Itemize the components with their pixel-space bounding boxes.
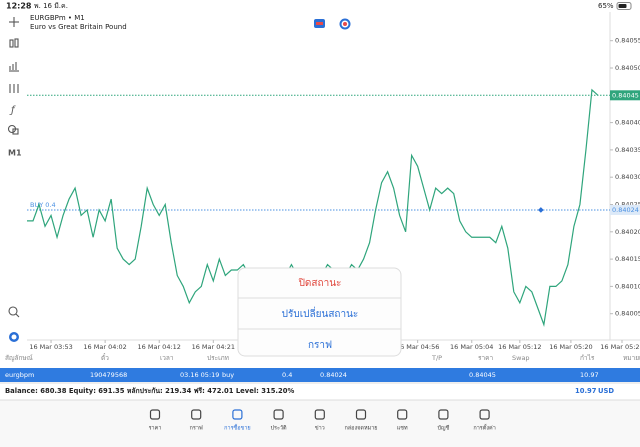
table-header: กำไร bbox=[580, 354, 595, 362]
timeframe-button[interactable]: M1 bbox=[8, 149, 22, 158]
settings-tool[interactable] bbox=[9, 84, 19, 93]
search-tool[interactable] bbox=[8, 306, 20, 318]
function-tool[interactable]: ƒ bbox=[9, 105, 16, 116]
x-tick-label: 16 Mar 05:20 bbox=[549, 343, 592, 351]
popup-box bbox=[237, 267, 402, 357]
tab-icon bbox=[149, 409, 161, 420]
tab-bar: ราคา กราฟ การซื้อขาย ประวัติ ข่าว กล่องจดหมาย… bbox=[149, 409, 496, 432]
app-icon[interactable] bbox=[9, 332, 19, 342]
table-header: สัญลักษณ์ bbox=[5, 354, 33, 362]
tab-icon bbox=[314, 409, 325, 420]
tab-label[interactable]: กล่องจดหมาย bbox=[344, 426, 377, 432]
y-tick-label: 0.84025 bbox=[615, 201, 640, 209]
battery-level bbox=[618, 4, 627, 8]
chart-buttons bbox=[314, 18, 351, 30]
tab-label[interactable]: บัญชี bbox=[437, 425, 449, 432]
objects-tool[interactable] bbox=[7, 124, 19, 135]
chart-subtitle: Euro vs Great Britain Pound bbox=[30, 23, 127, 31]
x-tick-label: 16 Mar 05:04 bbox=[450, 343, 493, 351]
position-price-tag bbox=[610, 204, 640, 215]
tab-label[interactable]: ประวัติ bbox=[271, 425, 287, 432]
crosshair-tool[interactable] bbox=[9, 17, 19, 27]
y-tick-label: 0.84035 bbox=[615, 146, 640, 154]
tab-bar-bg bbox=[0, 400, 640, 447]
x-tick-label: 16 Mar 04:21 bbox=[192, 343, 235, 351]
popup-item[interactable]: ปรับเปลี่ยนสถานะ bbox=[282, 306, 359, 320]
x-tick-label: 16 Mar 04:02 bbox=[83, 343, 126, 351]
current-price-tag bbox=[610, 90, 640, 101]
left-toolbar: ƒ M1 bbox=[7, 17, 22, 342]
tab-label[interactable]: ข่าว bbox=[315, 426, 325, 432]
x-tick-label: 16 Mar 05:28 bbox=[600, 343, 640, 351]
y-tick-label: 0.84005 bbox=[615, 310, 640, 318]
x-tick-label: 16 Mar 04:56 bbox=[396, 343, 439, 351]
x-tick-label: 16 Mar 03:53 bbox=[29, 343, 72, 351]
table-cell: buy bbox=[222, 371, 234, 379]
y-tick-label: 0.84010 bbox=[615, 282, 640, 290]
current-price-label: 0.84045 bbox=[612, 91, 639, 99]
tab-label[interactable]: กราฟ bbox=[190, 425, 203, 432]
table-header-bg bbox=[0, 350, 640, 366]
table-cell: 0.84045 bbox=[469, 371, 496, 379]
chart-title: EURGBPm • M1 bbox=[30, 14, 85, 22]
status-time: 12:28 bbox=[6, 2, 32, 11]
table-cell: eurgbpm bbox=[5, 371, 34, 379]
chart-type-tool[interactable] bbox=[9, 62, 19, 72]
y-tick-label: 0.84015 bbox=[615, 255, 640, 263]
y-tick-label: 0.84030 bbox=[615, 173, 640, 181]
tab-label[interactable]: การตั้งค่า bbox=[473, 424, 495, 432]
y-tick-label: 0.84055 bbox=[615, 37, 640, 45]
y-tick-label: 0.84020 bbox=[615, 228, 640, 236]
account-profit: 10.97 bbox=[575, 387, 597, 395]
account-currency: USD bbox=[598, 387, 614, 395]
position-price-label: 0.84024 bbox=[612, 206, 639, 214]
sync-button[interactable] bbox=[339, 18, 351, 30]
sync-button-icon bbox=[343, 22, 347, 26]
chart-plot: 0.840050.840100.840150.840200.840250.840… bbox=[27, 37, 640, 351]
table-header: ประเภท bbox=[207, 354, 229, 362]
table-cell: 190479568 bbox=[90, 371, 127, 379]
x-tick-label: 16 Mar 05:12 bbox=[498, 343, 541, 351]
trade-button-icon bbox=[316, 22, 323, 25]
x-tick-label: 16 Mar 04:12 bbox=[138, 343, 181, 351]
tab-icon bbox=[273, 409, 284, 420]
tab-icon bbox=[355, 409, 367, 420]
table-cell: 03.16 05:19 bbox=[180, 371, 219, 379]
account-summary: Balance: 680.38 Equity: 691.35 หลักประกั… bbox=[5, 387, 294, 395]
tab-label[interactable]: แชท bbox=[397, 425, 408, 432]
tab-icon bbox=[397, 409, 408, 420]
tab-icon bbox=[232, 409, 243, 420]
table-cell: 0.4 bbox=[282, 371, 292, 379]
table-row-bg[interactable] bbox=[0, 368, 640, 382]
table-header: ราคา bbox=[478, 354, 493, 362]
tab-label[interactable]: ราคา bbox=[149, 426, 162, 432]
battery-icon bbox=[616, 2, 632, 10]
tab-label[interactable]: การซื้อขาย bbox=[224, 424, 250, 432]
status-date: พ. 16 มี.ค. bbox=[34, 2, 68, 10]
y-tick-label: 0.84050 bbox=[615, 64, 640, 72]
popup-item[interactable]: ปิดสถานะ bbox=[298, 278, 341, 289]
table-header: Swap bbox=[512, 354, 530, 362]
indicator-tool[interactable] bbox=[9, 38, 19, 48]
y-tick-label: 0.84040 bbox=[615, 119, 640, 127]
table-header: หมายเหตุ bbox=[623, 354, 640, 362]
tab-icon bbox=[191, 409, 202, 420]
status-battery: 65% bbox=[598, 2, 614, 10]
tab-icon bbox=[479, 409, 490, 420]
table-header: ตั๋ว bbox=[101, 353, 109, 362]
table-cell: 10.97 bbox=[580, 371, 599, 379]
position-label: BUY 0.4 bbox=[30, 201, 56, 209]
table-header: T/P bbox=[431, 354, 442, 362]
popup-item[interactable]: กราฟ bbox=[308, 340, 332, 351]
table-header: เวลา bbox=[160, 354, 174, 362]
positions-table: สัญลักษณ์ ตั๋ว เวลา ประเภท T/P ราคา Swap กำไร หม… bbox=[0, 353, 640, 395]
table-cell: 0.84024 bbox=[320, 371, 347, 379]
tab-icon bbox=[438, 409, 449, 420]
entry-marker bbox=[538, 207, 544, 213]
